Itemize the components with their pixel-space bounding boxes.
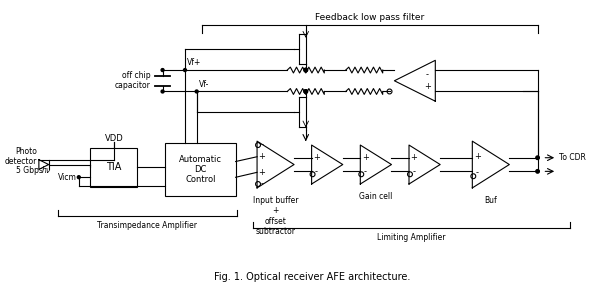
Circle shape xyxy=(304,90,308,93)
Text: +: + xyxy=(259,168,265,177)
Circle shape xyxy=(183,69,186,71)
Text: +: + xyxy=(259,152,265,161)
Circle shape xyxy=(77,176,80,179)
Text: VDD: VDD xyxy=(104,134,123,143)
Text: -: - xyxy=(413,167,416,176)
Circle shape xyxy=(304,68,308,72)
Circle shape xyxy=(387,89,392,94)
Text: -: - xyxy=(364,167,367,176)
Circle shape xyxy=(161,69,164,71)
Text: Vf+: Vf+ xyxy=(187,58,201,67)
Circle shape xyxy=(359,172,364,177)
Text: TIA: TIA xyxy=(106,163,121,173)
Bar xyxy=(91,148,137,187)
Circle shape xyxy=(310,172,315,177)
Text: Gain cell: Gain cell xyxy=(359,192,392,201)
Circle shape xyxy=(304,68,308,72)
Text: Photo
detector: Photo detector xyxy=(4,147,37,166)
Circle shape xyxy=(536,156,539,159)
Text: Fig. 1. Optical receiver AFE architecture.: Fig. 1. Optical receiver AFE architectur… xyxy=(215,273,411,283)
Text: Vicm: Vicm xyxy=(58,173,77,182)
Text: Automatic
DC
Control: Automatic DC Control xyxy=(179,155,222,184)
Text: -: - xyxy=(426,71,429,79)
Text: -: - xyxy=(315,167,318,176)
Text: +: + xyxy=(474,152,481,161)
Circle shape xyxy=(304,90,308,93)
Circle shape xyxy=(256,143,261,148)
Text: To CDR: To CDR xyxy=(559,153,586,162)
Text: Feedback low pass filter: Feedback low pass filter xyxy=(315,13,424,22)
Text: +: + xyxy=(424,82,431,91)
Circle shape xyxy=(256,182,261,186)
Text: +: + xyxy=(362,153,368,162)
Circle shape xyxy=(536,170,539,173)
Text: -: - xyxy=(261,141,264,150)
Text: -: - xyxy=(261,180,264,188)
Text: off chip
capacitor: off chip capacitor xyxy=(115,71,151,91)
Text: 5 Gbps: 5 Gbps xyxy=(17,166,44,175)
Circle shape xyxy=(195,90,198,93)
Circle shape xyxy=(471,174,476,179)
Text: -: - xyxy=(476,168,479,177)
Text: +: + xyxy=(411,153,417,162)
Text: hν: hν xyxy=(42,166,51,175)
Text: +: + xyxy=(313,153,320,162)
Bar xyxy=(166,143,235,196)
Text: Transimpedance Amplifier: Transimpedance Amplifier xyxy=(97,221,197,230)
Text: Input buffer
+
offset
subtractor: Input buffer + offset subtractor xyxy=(253,196,299,236)
Circle shape xyxy=(408,172,413,177)
Text: Limiting Amplifier: Limiting Amplifier xyxy=(377,233,446,242)
Text: Vf-: Vf- xyxy=(199,80,209,88)
Text: Buf: Buf xyxy=(484,196,497,205)
Circle shape xyxy=(161,90,164,93)
